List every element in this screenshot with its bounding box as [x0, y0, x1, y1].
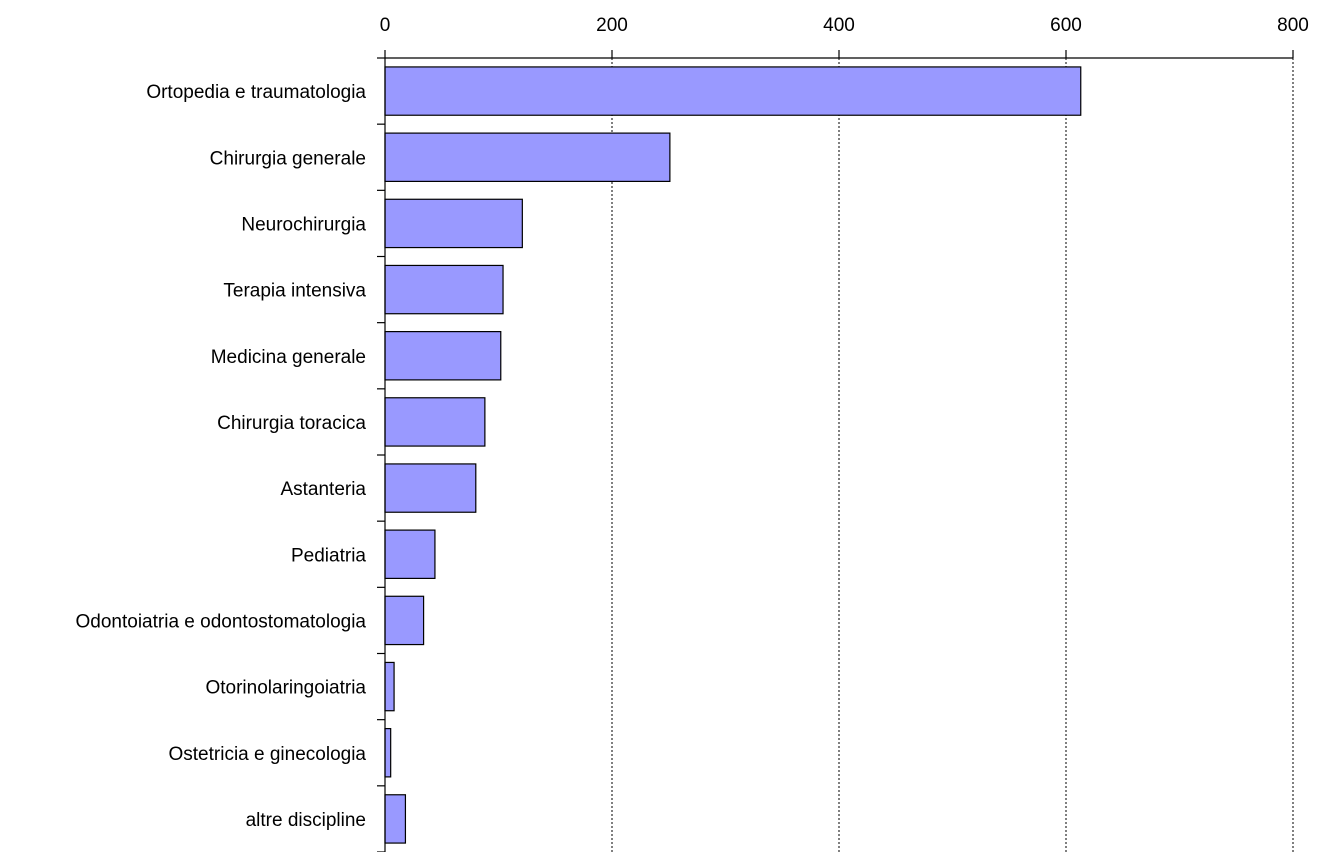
x-tick-label: 0 — [380, 15, 391, 36]
category-label: Ostetricia e ginecologia — [169, 744, 367, 765]
category-label: Medicina generale — [211, 347, 366, 368]
category-label: Neurochirurgia — [241, 214, 366, 235]
category-labels: Ortopedia e traumatologia Chirurgia gener… — [76, 82, 367, 831]
category-label: Chirurgia generale — [210, 148, 366, 169]
bar-4 — [384, 264, 504, 315]
bar-3 — [384, 198, 523, 249]
category-label: Odontoiatria e odontostomatologia — [76, 611, 367, 632]
category-label: Terapia intensiva — [223, 281, 366, 302]
x-tick-label: 600 — [1050, 15, 1082, 36]
bar-1 — [384, 66, 1082, 116]
bar-7 — [384, 463, 477, 513]
category-label: Astanteria — [280, 479, 366, 500]
bar-10 — [384, 661, 395, 712]
x-tick-label: 200 — [596, 15, 628, 36]
bar-8 — [384, 529, 436, 580]
category-label: altre discipline — [246, 810, 366, 831]
bar-6 — [384, 397, 486, 447]
bar-11 — [384, 727, 392, 778]
category-label: Chirurgia toracica — [217, 413, 366, 434]
category-label: Ortopedia e traumatologia — [146, 82, 366, 103]
bar-12 — [384, 794, 407, 844]
bar-9 — [384, 595, 425, 646]
x-tick-label: 800 — [1277, 15, 1309, 36]
x-tick-labels: 0 200 400 600 800 — [380, 15, 1309, 36]
grid-layer — [611, 58, 1294, 852]
bar-2 — [384, 132, 671, 183]
category-label: Otorinolaringoiatria — [205, 678, 366, 699]
category-label: Pediatria — [291, 545, 366, 566]
bars-layer — [384, 66, 1082, 844]
axis-layer — [377, 50, 1294, 852]
x-tick-label: 400 — [823, 15, 855, 36]
bar-5 — [384, 330, 502, 381]
